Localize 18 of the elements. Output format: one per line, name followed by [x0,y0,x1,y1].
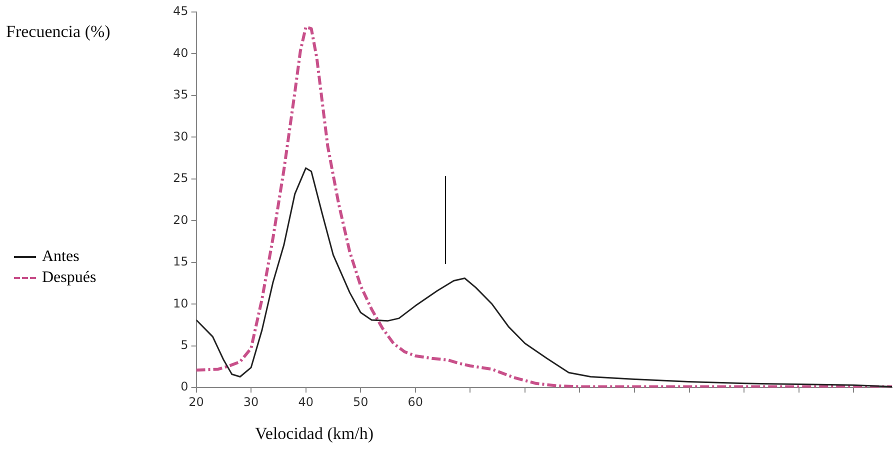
y-axis-title: Frecuencia (%) [6,22,110,42]
y-tick-label: 35 [172,88,188,102]
x-tick-label: 40 [298,394,314,409]
y-tick-label: 30 [172,129,188,144]
y-tick-label: 15 [172,254,188,269]
x-axis-title: Velocidad (km/h) [255,424,374,444]
y-tick-label: 45 [172,4,188,18]
y-tick-label: 40 [172,46,188,60]
y-tick-label: 5 [180,338,188,352]
y-tick-label: 0 [180,380,188,394]
legend-label: Después [42,269,96,287]
y-tick-label: 20 [172,212,188,227]
x-tick-label: 60 [408,394,424,409]
x-tick-label: 50 [352,394,368,409]
x-tick-label: 30 [243,394,259,409]
y-tick-label: 25 [172,171,188,186]
legend-label: Antes [42,248,80,266]
y-tick-label: 10 [172,296,188,310]
